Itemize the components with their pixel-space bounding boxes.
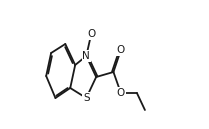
- Text: S: S: [83, 93, 90, 103]
- Text: O: O: [87, 29, 95, 39]
- Text: O: O: [117, 88, 125, 98]
- Text: O: O: [117, 45, 125, 55]
- Text: N: N: [82, 51, 90, 61]
